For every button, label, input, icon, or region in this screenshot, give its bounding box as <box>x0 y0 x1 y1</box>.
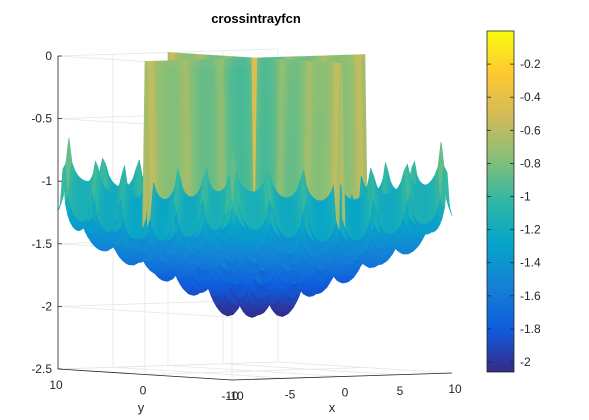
y-floor-grid-line <box>57 361 279 370</box>
chart-title: crossintrayfcn <box>211 11 301 26</box>
x-axis-line <box>231 372 453 381</box>
y-axis-line <box>57 368 233 381</box>
y-floor-grid-line <box>144 367 366 375</box>
surface-plot <box>57 52 453 318</box>
axis-lines <box>57 56 453 381</box>
